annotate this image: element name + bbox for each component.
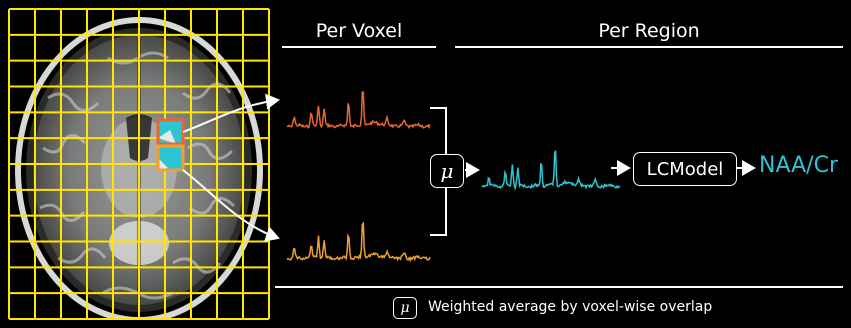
legend-text: Weighted average by voxel-wise overlap: [428, 299, 713, 315]
header-per-voxel: Per Voxel: [315, 20, 403, 42]
voxel-highlight-bottom: [156, 144, 185, 172]
rule-per-voxel: [282, 46, 436, 48]
rule-legend: [275, 286, 843, 288]
voxel-spectrum-top: [286, 91, 431, 130]
arrow-voxel-bottom: [182, 169, 280, 242]
voxel-spectrum-bottom: [286, 221, 431, 263]
lcmodel-box: LCModel: [633, 152, 737, 186]
region-spectrum: [481, 150, 621, 191]
weighted-average-box: μ: [430, 154, 464, 188]
legend-mu-box: μ: [393, 297, 417, 319]
voxel-grid: [8, 8, 270, 320]
brain-mri-axial-slice: [8, 8, 270, 320]
naa-cr-output: NAA/Cr: [759, 153, 838, 178]
header-per-region: Per Region: [598, 20, 700, 42]
arrow-voxel-top: [182, 93, 280, 133]
rule-per-region: [455, 46, 843, 48]
